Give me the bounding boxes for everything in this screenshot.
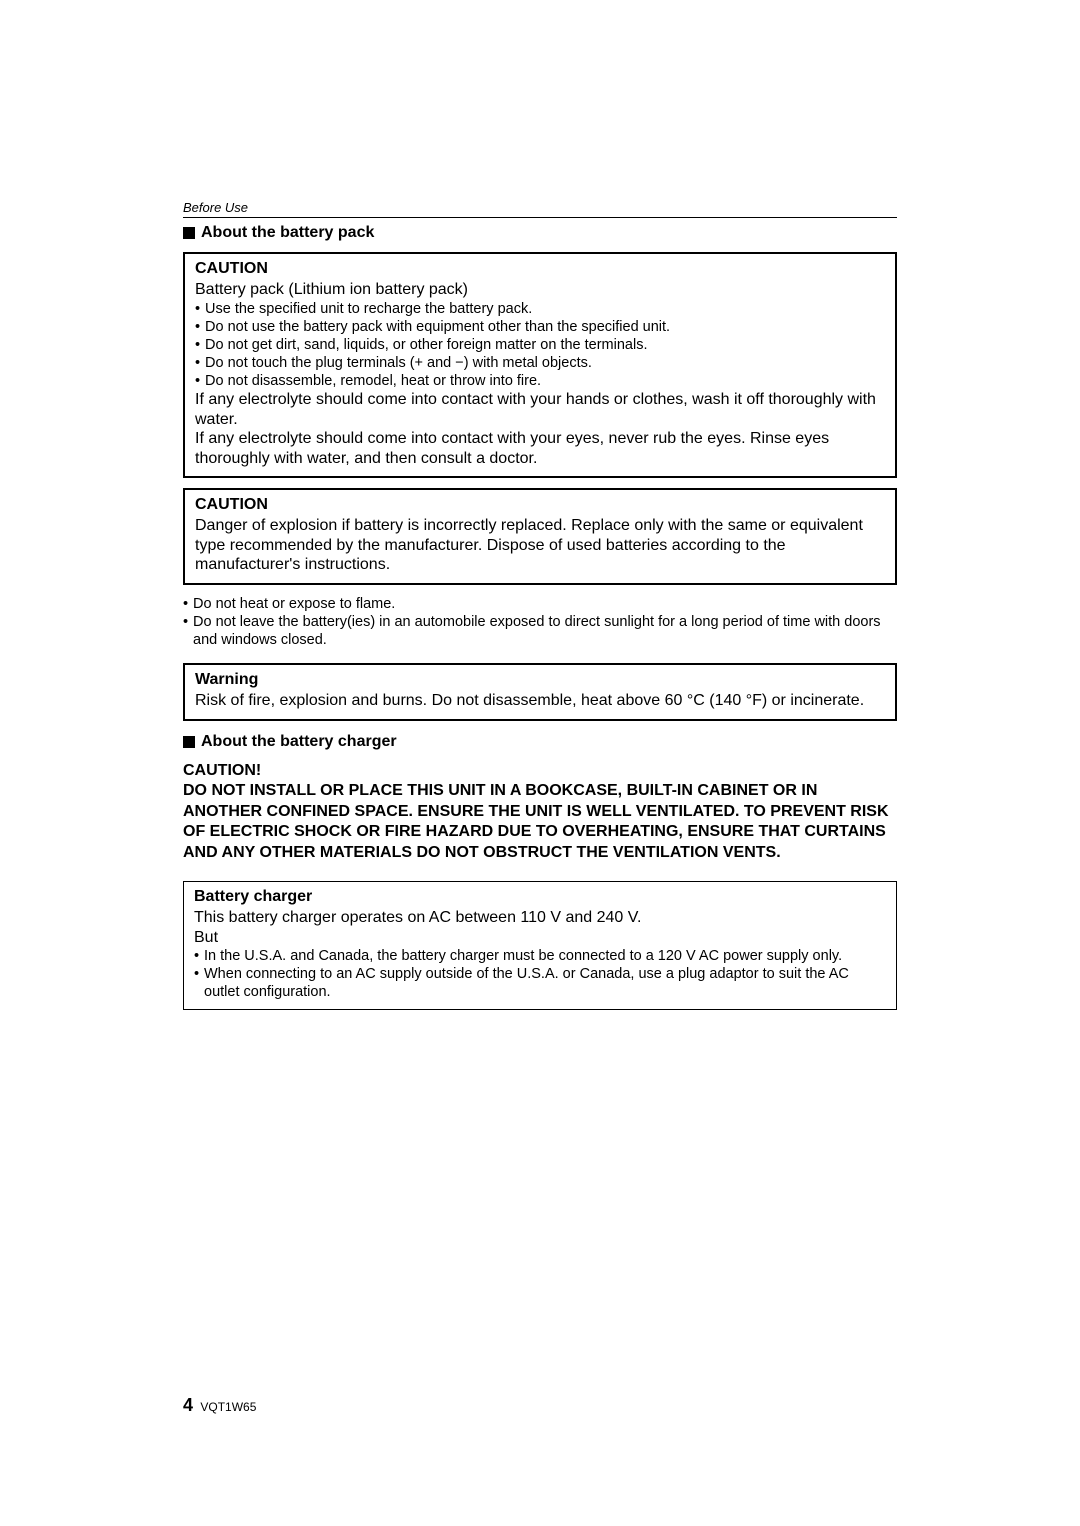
list-item: •Do not touch the plug terminals (+ and … xyxy=(195,354,885,372)
doc-code: VQT1W65 xyxy=(200,1400,256,1414)
paragraph: This battery charger operates on AC betw… xyxy=(194,908,886,928)
section-battery-charger: About the battery charger xyxy=(183,733,897,751)
page: Before Use About the battery pack CAUTIO… xyxy=(0,0,1080,1526)
section-battery-pack: About the battery pack xyxy=(183,224,897,242)
section-title-text: About the battery charger xyxy=(201,733,397,751)
warning-box: Warning Risk of fire, explosion and burn… xyxy=(183,663,897,721)
notes-list: •Do not heat or expose to flame. •Do not… xyxy=(183,595,897,649)
list-item: •Do not heat or expose to flame. xyxy=(183,595,897,613)
paragraph: Risk of fire, explosion and burns. Do no… xyxy=(195,691,885,711)
caution-heading: CAUTION xyxy=(195,496,885,514)
warning-heading: Warning xyxy=(195,671,885,689)
list-item: •Do not disassemble, remodel, heat or th… xyxy=(195,372,885,390)
paragraph: But xyxy=(194,928,886,948)
paragraph: Danger of explosion if battery is incorr… xyxy=(195,516,885,575)
square-bullet-icon xyxy=(183,227,195,239)
caution-box-replacement: CAUTION Danger of explosion if battery i… xyxy=(183,488,897,585)
list-item: •In the U.S.A. and Canada, the battery c… xyxy=(194,947,886,965)
caution-heading: CAUTION xyxy=(195,260,885,278)
square-bullet-icon xyxy=(183,736,195,748)
header-label: Before Use xyxy=(183,200,897,215)
battery-charger-heading: Battery charger xyxy=(194,888,886,906)
list-item: •Do not use the battery pack with equipm… xyxy=(195,318,885,336)
page-footer: 4 VQT1W65 xyxy=(183,1395,256,1416)
battery-charger-box: Battery charger This battery charger ope… xyxy=(183,881,897,1010)
header-rule xyxy=(183,217,897,218)
section-title-text: About the battery pack xyxy=(201,224,374,242)
caution-bold-block: CAUTION! DO NOT INSTALL OR PLACE THIS UN… xyxy=(183,761,897,863)
list-item: •Do not leave the battery(ies) in an aut… xyxy=(183,613,897,649)
battery-pack-intro: Battery pack (Lithium ion battery pack) xyxy=(195,280,885,300)
list-item: •When connecting to an AC supply outside… xyxy=(194,965,886,1001)
caution-body: DO NOT INSTALL OR PLACE THIS UNIT IN A B… xyxy=(183,781,897,863)
list-item: •Use the specified unit to recharge the … xyxy=(195,300,885,318)
list-item: •Do not get dirt, sand, liquids, or othe… xyxy=(195,336,885,354)
paragraph: If any electrolyte should come into cont… xyxy=(195,429,885,468)
caution-excl: CAUTION! xyxy=(183,761,897,781)
page-number: 4 xyxy=(183,1395,193,1415)
paragraph: If any electrolyte should come into cont… xyxy=(195,390,885,429)
caution-box-battery-pack: CAUTION Battery pack (Lithium ion batter… xyxy=(183,252,897,478)
